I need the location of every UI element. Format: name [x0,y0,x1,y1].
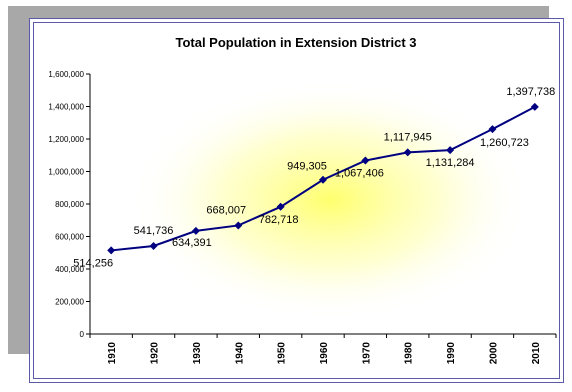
plot-glow [130,80,530,320]
x-tick-label: 1930 [192,342,203,365]
y-tick-label: 1,200,000 [48,135,84,144]
x-tick-label: 1950 [277,342,288,365]
x-tick-label: 1910 [107,342,118,365]
data-label: 782,718 [259,214,299,226]
data-label: 1,131,284 [426,157,475,169]
data-point [191,226,200,235]
x-tick-label: 2000 [488,342,499,365]
data-point [488,125,497,134]
x-tick-label: 1940 [234,342,245,365]
x-tick-label: 1920 [150,342,161,365]
data-point [149,241,158,250]
data-point [361,156,370,165]
data-point [276,202,285,211]
data-label: 1,397,738 [506,86,555,98]
y-tick-label: 600,000 [55,233,84,242]
data-label: 514,256 [73,257,113,269]
chart-title: Total Population in Extension District 3 [175,35,416,50]
series-population [107,102,539,255]
data-point [107,246,116,255]
data-label: 668,007 [206,204,246,216]
x-tick-label: 2010 [531,342,542,365]
data-point [446,146,455,155]
y-tick-label: 0 [80,330,85,339]
data-point [319,175,327,184]
x-tick-label: 1990 [446,342,457,365]
data-label: 949,305 [287,161,327,173]
y-tick-label: 200,000 [55,298,84,307]
y-tick-label: 1,000,000 [48,168,84,177]
x-tick-label: 1960 [319,342,330,365]
data-label: 541,736 [134,225,174,237]
data-label: 1,067,406 [335,168,384,180]
y-tick-label: 800,000 [55,200,84,209]
y-tick-label: 400,000 [55,265,84,274]
data-label: 1,117,945 [384,131,432,143]
axes: 0 200,000 400,000 600,000 800,000 1,000,000 1,… [48,70,557,365]
data-point [403,148,412,157]
data-label: 1,260,723 [480,137,529,149]
y-tick-label: 1,400,000 [48,103,84,112]
x-tick-label: 1980 [404,342,415,365]
data-point [530,102,539,111]
y-tick-label: 1,600,000 [48,70,84,79]
data-point [234,221,243,230]
data-label: 634,391 [172,237,212,249]
x-tick-label: 1970 [361,342,372,365]
